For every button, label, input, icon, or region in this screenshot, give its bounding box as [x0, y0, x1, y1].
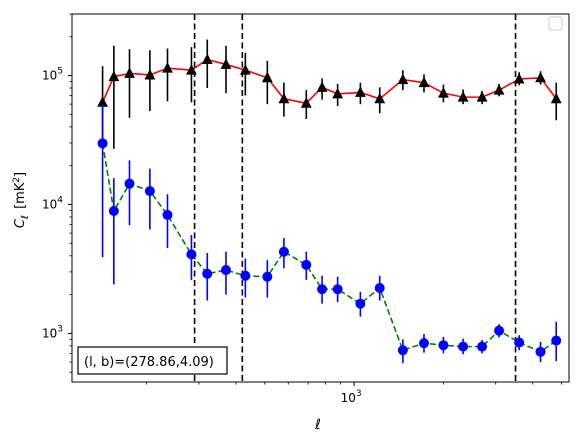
series-2-marker-20	[458, 341, 469, 352]
series-2-marker-8	[220, 265, 231, 276]
series-1-marker-3	[124, 67, 135, 78]
y-tick-label-base: 10	[42, 326, 57, 340]
series-1-marker-10	[261, 71, 273, 83]
series-1-marker-6	[186, 64, 197, 75]
series-2-marker-13	[317, 284, 328, 295]
series-2-marker-2	[108, 205, 119, 216]
series-1-marker-15	[354, 86, 366, 97]
series-1-marker-1	[97, 96, 108, 107]
series-1-marker-24	[535, 71, 546, 83]
series-2-marker-23	[514, 337, 525, 348]
x-tick-label-exponent: 3	[356, 389, 362, 399]
series-1-marker-20	[457, 91, 469, 102]
series-2-marker-4	[144, 186, 155, 197]
series-1-marker-22	[493, 84, 505, 95]
series-1-marker-4	[144, 68, 156, 80]
annotation-box	[77, 346, 228, 375]
series-2-marker-16	[374, 283, 385, 294]
series-2	[97, 104, 562, 363]
series-1	[97, 39, 562, 149]
series-2-marker-19	[438, 340, 449, 351]
y-axis-label-units-close: ]	[13, 172, 28, 177]
axes-frame	[71, 13, 570, 383]
series-1-marker-11	[278, 92, 290, 104]
series-1-marker-12	[300, 97, 312, 108]
y-axis-label-units: [mK	[13, 182, 28, 209]
series-1-marker-21	[476, 91, 488, 102]
series-2-marker-22	[494, 325, 505, 336]
y-tick-label-base: 10	[42, 69, 57, 83]
y-axis-label-symbol: C	[13, 218, 28, 228]
series-1-marker-14	[332, 87, 344, 99]
y-axis-label: Cℓ [mK2]	[12, 172, 31, 228]
y-axis-label-subscript: ℓ	[20, 215, 31, 219]
series-1-marker-17	[397, 73, 409, 85]
series-2-marker-3	[124, 178, 135, 189]
series-2-marker-12	[301, 259, 312, 270]
plot-area	[97, 14, 562, 382]
series-1-marker-25	[550, 92, 562, 104]
series-2-marker-15	[355, 298, 366, 309]
series-2-marker-6	[186, 249, 197, 260]
series-2-marker-21	[477, 341, 488, 352]
series-2-marker-24	[535, 346, 546, 357]
annotation-text: (l, b)=(278.86,4.09)	[84, 355, 214, 370]
legend-box	[548, 16, 563, 31]
series-1-marker-2	[108, 70, 120, 82]
x-axis-label: ℓ	[314, 417, 321, 433]
series-2-marker-1	[97, 138, 108, 149]
series-2-marker-14	[332, 284, 343, 295]
y-tick-label-2: 104	[42, 195, 63, 211]
y-tick-label-exponent: 4	[57, 195, 63, 205]
y-axis-label-units-exponent: 2	[12, 177, 22, 183]
series-1-marker-7	[201, 53, 213, 65]
series-2-marker-9	[240, 270, 251, 281]
series-1-marker-5	[162, 62, 173, 73]
y-tick-label-3: 105	[42, 67, 63, 83]
series-1-marker-9	[239, 64, 251, 75]
x-tick-label-base: 10	[341, 391, 356, 405]
series-2-marker-5	[162, 209, 173, 220]
series-1-marker-18	[418, 76, 430, 88]
series-1-marker-8	[220, 58, 232, 69]
x-tick-label-1: 103	[341, 389, 362, 405]
series-1-marker-16	[374, 92, 386, 104]
series-1-marker-13	[316, 81, 328, 92]
y-tick-label-1: 103	[42, 324, 63, 340]
series-1-marker-19	[438, 87, 449, 98]
y-tick-label-exponent: 5	[57, 67, 63, 77]
series-2-marker-25	[551, 335, 562, 346]
y-tick-label-base: 10	[42, 197, 57, 211]
series-2-marker-10	[262, 271, 273, 282]
series-2-marker-7	[202, 268, 213, 279]
series-2-marker-18	[418, 338, 429, 349]
y-tick-label-exponent: 3	[57, 324, 63, 334]
series-2-marker-17	[397, 345, 408, 356]
series-1-marker-23	[513, 72, 525, 84]
series-2-marker-11	[278, 246, 289, 257]
